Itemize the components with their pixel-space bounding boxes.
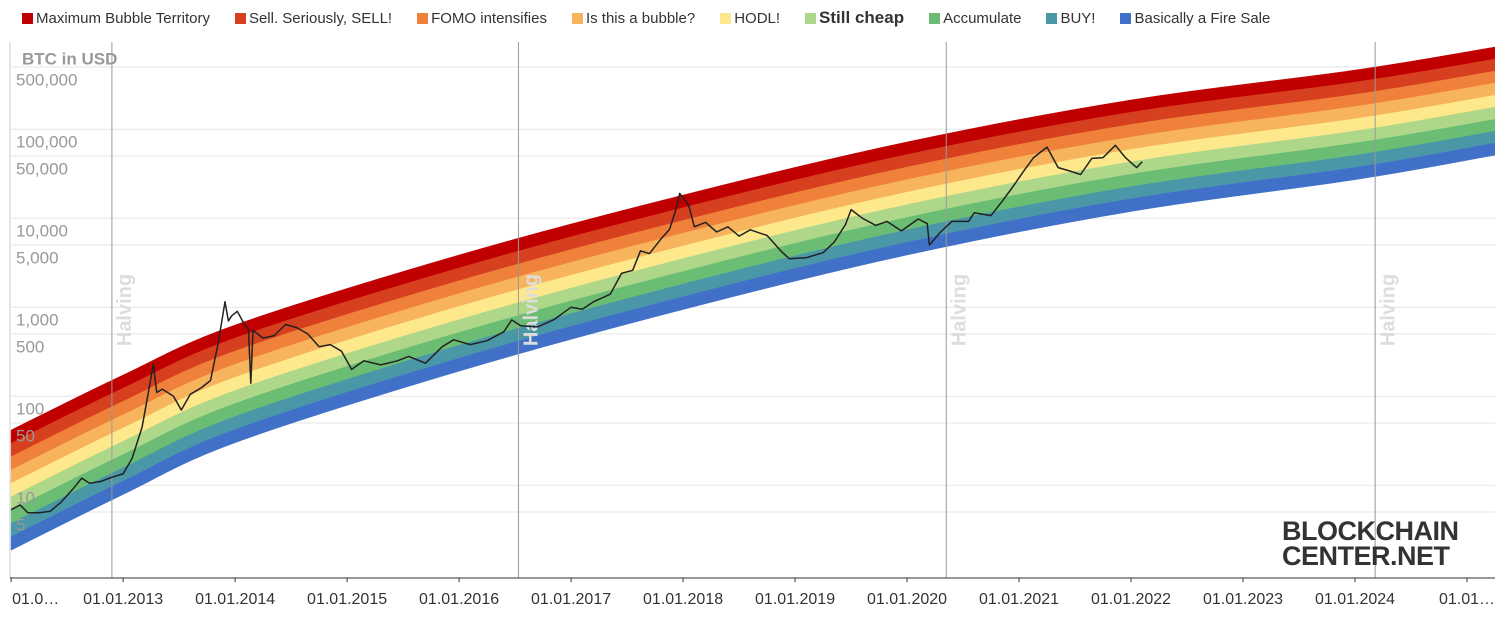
y-tick-label: 5 [16,515,25,534]
legend-item[interactable]: Accumulate [929,10,1021,27]
legend-swatch [234,12,246,24]
legend-swatch [805,12,817,24]
halving-label: Halving [114,274,136,346]
x-tick-label: 01.01.2019 [755,591,835,608]
y-axis-title: BTC in USD [22,49,117,68]
legend-item[interactable]: Sell. Seriously, SELL! [234,9,393,27]
halving-label: Halving [949,274,971,346]
legend-item[interactable]: FOMO intensifies [417,10,547,27]
x-tick-label: 01.01.2016 [419,591,499,608]
bands [10,46,1495,551]
legend-label: Maximum Bubble Territory [36,9,210,27]
x-tick-label: 01.01.2014 [195,591,275,608]
y-tick-label: 1,000 [16,311,59,330]
price-line [10,144,1143,514]
legend-swatch [1120,12,1132,24]
watermark: CENTER.NET [1282,541,1451,571]
halving-label: Halving [521,274,543,346]
halving-label: Halving [1377,274,1399,346]
x-tick-label: 01.01… [1439,591,1495,608]
y-tick-label: 5,000 [16,248,59,267]
x-tick-label: 01.01.2018 [643,591,723,608]
legend-label: FOMO intensifies [431,9,547,27]
y-tick-label: 100 [16,400,44,419]
rainbow-band [10,142,1495,551]
legend-swatch [417,12,429,24]
legend-label: Sell. Seriously, SELL! [248,9,393,27]
y-tick-label: 10,000 [16,222,68,241]
legend-swatch [720,12,732,24]
legend: Maximum Bubble Territory Sell. Seriously,… [22,8,1270,28]
x-tick-label: 01.01.2020 [867,591,947,608]
x-tick-label: 01.01.2013 [83,591,163,608]
y-tick-label: 500 [16,337,44,356]
legend-item[interactable]: Maximum Bubble Territory [22,10,210,27]
legend-label: Basically a Fire Sale [1134,9,1271,27]
legend-swatch [22,12,33,24]
overlay: 5 10 50 100 500 1,000 5,000 10,000 50,000 100,000… [10,42,1495,608]
legend-label: Is this a bubble? [585,9,696,27]
x-tick-label: 01.01.2023 [1203,591,1283,608]
legend-label: Still cheap [819,8,905,27]
x-tick-label: 01.01.2021 [979,591,1059,608]
watermark: BLOCKCHAIN [1282,516,1459,546]
y-tick-label: 50 [16,426,35,445]
y-tick-label: 500,000 [16,70,77,89]
x-tick-label: 01.01.2015 [307,591,387,608]
legend-item[interactable]: Is this a bubble? [571,9,696,27]
x-tick-label: 01.01.2022 [1091,591,1171,608]
y-tick-label: 50,000 [16,159,68,178]
legend-label: BUY! [1060,9,1096,27]
x-tick-label: 01.0… [12,591,59,608]
legend-item[interactable]: BUY! [1046,10,1095,27]
x-tick-label: 01.01.2024 [1315,591,1395,608]
legend-item[interactable]: HODL! [720,10,780,27]
legend-swatch [1046,12,1058,24]
legend-item[interactable]: Basically a Fire Sale [1120,10,1270,27]
legend-label: Accumulate [943,9,1022,27]
x-tick-label: 01.01.2017 [531,591,611,608]
legend-label: HODL! [734,9,781,27]
legend-swatch [571,12,583,24]
legend-item[interactable]: Still cheap [805,8,904,28]
y-tick-label: 100,000 [16,133,77,152]
y-tick-label: 10 [16,489,35,508]
legend-swatch [929,12,941,24]
